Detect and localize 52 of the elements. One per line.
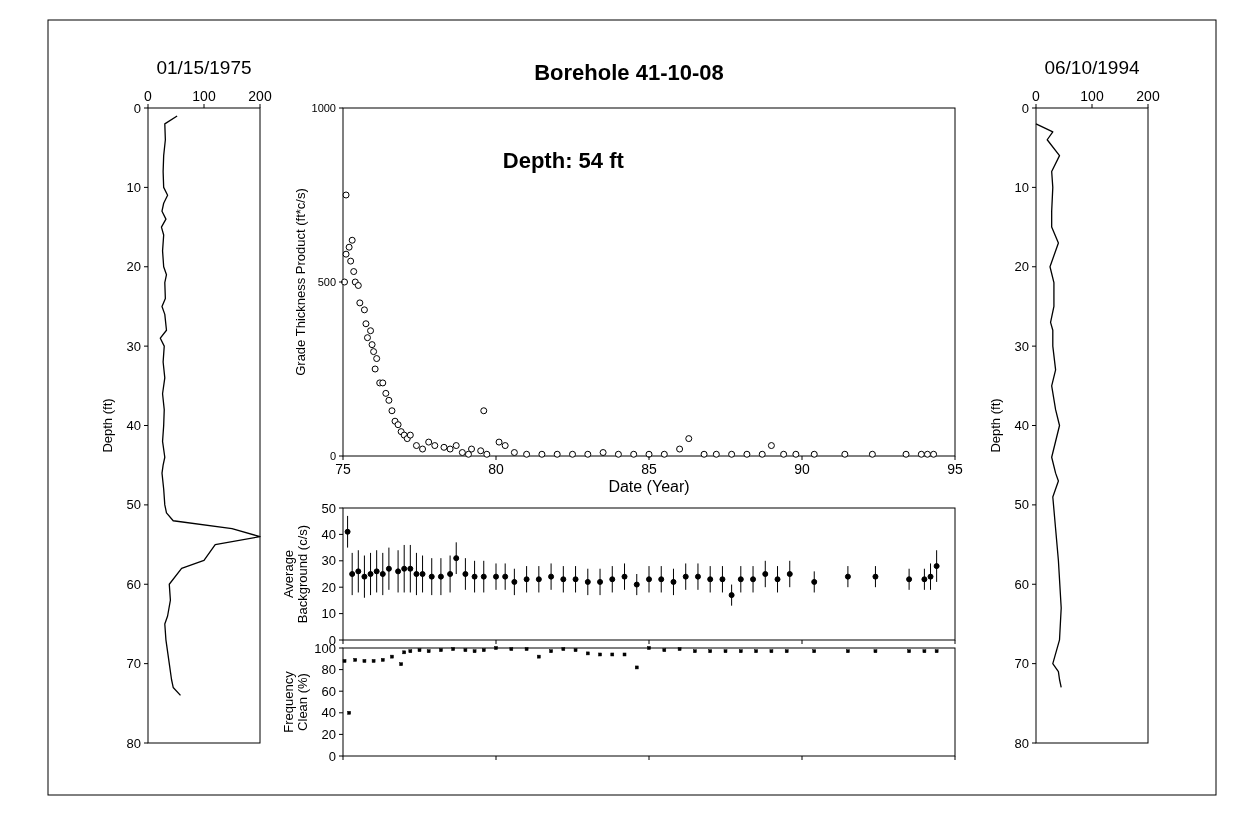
y-tick-label: 20 xyxy=(321,579,336,595)
y-axis-title: Average Background (c/s) xyxy=(281,524,311,624)
x-tick-label: 90 xyxy=(794,461,810,477)
y-tick-label: 80 xyxy=(126,735,141,751)
chart-title: 06/10/1994 xyxy=(1044,57,1140,78)
y-tick-label: 20 xyxy=(126,259,141,275)
x-tick-label: 0 xyxy=(144,88,153,104)
chart-title: 01/15/1975 xyxy=(156,57,252,78)
x-tick-label: 100 xyxy=(192,88,216,104)
y-axis-title: Grade Thickness Product (ft*c/s) xyxy=(293,188,308,376)
x-tick-label: 85 xyxy=(641,461,657,477)
y-tick-label: 30 xyxy=(321,553,336,569)
x-axis-title: Date (Year) xyxy=(608,478,690,495)
x-tick-label: 200 xyxy=(248,88,272,104)
y-tick-label: 70 xyxy=(1014,656,1029,672)
y-tick-label: 30 xyxy=(1014,338,1029,354)
y-tick-label: 0 xyxy=(328,748,336,764)
x-tick-label: 80 xyxy=(488,461,504,477)
y-tick-label: 20 xyxy=(1014,259,1029,275)
y-tick-label: 40 xyxy=(126,418,141,434)
y-tick-label: 70 xyxy=(126,656,141,672)
y-tick-label: 30 xyxy=(126,338,141,354)
y-tick-label: 0 xyxy=(1021,100,1029,116)
y-tick-label: 40 xyxy=(321,705,336,721)
x-tick-label: 100 xyxy=(1080,88,1104,104)
x-tick-label: 200 xyxy=(1136,88,1160,104)
y-tick-label: 80 xyxy=(1014,735,1029,751)
y-tick-label: 40 xyxy=(1014,418,1029,434)
y-tick-label: 10 xyxy=(321,606,336,622)
y-tick-label: 20 xyxy=(321,726,336,742)
y-tick-label: 60 xyxy=(1014,576,1029,592)
y-tick-label: 0 xyxy=(133,100,141,116)
y-tick-label: 10 xyxy=(1014,179,1029,195)
annotation: Depth: 54 ft xyxy=(502,148,625,173)
y-tick-label: 50 xyxy=(1014,497,1029,513)
y-axis-title: Depth (ft) xyxy=(988,398,1003,453)
y-tick-label: 50 xyxy=(321,500,336,516)
y-axis-title: Depth (ft) xyxy=(100,398,115,453)
y-tick-label: 50 xyxy=(126,497,141,513)
x-tick-label: 0 xyxy=(1032,88,1041,104)
x-tick-label: 95 xyxy=(947,461,963,477)
y-tick-label: 1000 xyxy=(311,101,336,114)
y-tick-label: 500 xyxy=(317,275,336,288)
y-tick-label: 60 xyxy=(126,576,141,592)
y-tick-label: 10 xyxy=(126,179,141,195)
y-tick-label: 0 xyxy=(329,449,336,462)
x-tick-label: 75 xyxy=(335,461,351,477)
y-tick-label: 60 xyxy=(321,683,336,699)
y-tick-label: 40 xyxy=(321,526,336,542)
y-tick-label: 80 xyxy=(321,662,336,678)
y-axis-title: Frequency Clean (%) xyxy=(281,670,311,733)
chart-title: Borehole 41-10-08 xyxy=(534,60,724,85)
